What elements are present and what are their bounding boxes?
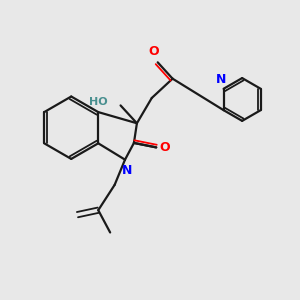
Text: HO: HO xyxy=(88,98,107,107)
Text: N: N xyxy=(122,164,132,177)
Text: N: N xyxy=(215,73,226,86)
Text: O: O xyxy=(148,46,159,59)
Text: O: O xyxy=(160,141,170,154)
